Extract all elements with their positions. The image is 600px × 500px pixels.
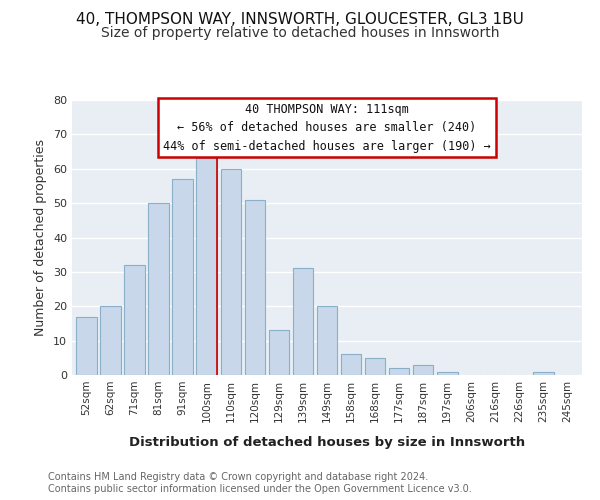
Bar <box>317 306 337 375</box>
Bar <box>293 268 313 375</box>
X-axis label: Distribution of detached houses by size in Innsworth: Distribution of detached houses by size … <box>129 436 525 449</box>
Bar <box>245 200 265 375</box>
Bar <box>533 372 554 375</box>
Text: Contains HM Land Registry data © Crown copyright and database right 2024.: Contains HM Land Registry data © Crown c… <box>48 472 428 482</box>
Bar <box>389 368 409 375</box>
Bar <box>413 364 433 375</box>
Text: 40 THOMPSON WAY: 111sqm
← 56% of detached houses are smaller (240)
44% of semi-d: 40 THOMPSON WAY: 111sqm ← 56% of detache… <box>163 103 491 153</box>
Bar <box>437 372 458 375</box>
Bar <box>172 179 193 375</box>
Bar <box>365 358 385 375</box>
Text: Contains public sector information licensed under the Open Government Licence v3: Contains public sector information licen… <box>48 484 472 494</box>
Bar <box>124 265 145 375</box>
Bar <box>76 316 97 375</box>
Text: 40, THOMPSON WAY, INNSWORTH, GLOUCESTER, GL3 1BU: 40, THOMPSON WAY, INNSWORTH, GLOUCESTER,… <box>76 12 524 28</box>
Bar <box>100 306 121 375</box>
Bar <box>221 169 241 375</box>
Bar <box>269 330 289 375</box>
Bar <box>341 354 361 375</box>
Text: Size of property relative to detached houses in Innsworth: Size of property relative to detached ho… <box>101 26 499 40</box>
Y-axis label: Number of detached properties: Number of detached properties <box>34 139 47 336</box>
Bar <box>196 158 217 375</box>
Bar <box>148 203 169 375</box>
